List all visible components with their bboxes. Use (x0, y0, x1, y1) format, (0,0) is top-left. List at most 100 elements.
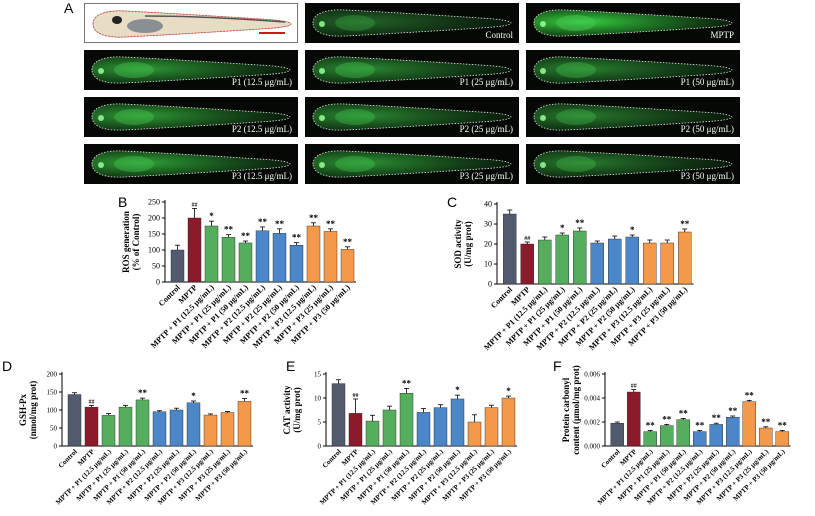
panel-letter-d: D (2, 358, 13, 374)
y-tick-label: 250 (148, 198, 160, 207)
bar (382, 409, 397, 447)
bar (625, 236, 639, 285)
bar (135, 399, 150, 447)
y-tick-label: 150 (47, 389, 58, 397)
significance-label: ** (646, 420, 656, 430)
y-tick-label: 200 (148, 214, 160, 223)
significance-label: ** (343, 237, 353, 247)
bar (272, 233, 287, 283)
zebrafish-figure (91, 56, 291, 84)
significance-label: ** (662, 414, 672, 424)
y-tick-label: 40 (484, 200, 492, 209)
bar (101, 415, 116, 447)
y-tick-label: 0 (318, 443, 322, 451)
bar (186, 402, 201, 447)
bar (152, 411, 167, 447)
panel-letter-c: C (447, 194, 458, 210)
bar (331, 383, 346, 447)
bar (84, 406, 99, 447)
y-axis-title: (U/mg prot) (463, 221, 473, 267)
image-label: P1 (25 μg/mL) (459, 77, 513, 87)
y-tick-label: 150 (148, 230, 160, 239)
y-tick-label: 0 (488, 280, 492, 289)
x-tick-label: Control (57, 448, 79, 470)
bar (255, 230, 270, 283)
y-tick-label: 10 (484, 260, 492, 269)
significance-label: ** (745, 390, 755, 400)
bar (538, 239, 552, 285)
y-axis-title: content (μmol/mg prot) (571, 365, 581, 454)
y-tick-label: 0.002 (584, 419, 600, 427)
bar (503, 213, 517, 285)
zebrafish-figure (312, 150, 512, 178)
bar (306, 225, 321, 283)
y-tick-label: 0.006 (584, 371, 600, 379)
y-axis-title: ROS generation (121, 211, 131, 273)
bar (416, 412, 431, 447)
bar (238, 242, 253, 283)
bar (323, 231, 338, 283)
panel-letter-e: E (286, 358, 296, 374)
bar (726, 417, 740, 447)
bar (775, 431, 789, 447)
image-label: Control (485, 30, 513, 40)
bar (676, 419, 690, 447)
significance-label: ** (712, 413, 722, 423)
bar (67, 394, 82, 447)
bar (742, 401, 756, 447)
y-tick-label: 0.000 (584, 443, 600, 451)
significance-label: ** (240, 388, 250, 398)
significance-label: ** (402, 378, 412, 388)
y-tick-label: 50 (152, 262, 160, 271)
y-axis-title: (U/mg prot) (292, 387, 302, 433)
significance-label: ** (326, 219, 336, 229)
zebrafish-figure (92, 10, 292, 38)
bar (433, 407, 448, 447)
y-tick-label: 10 (314, 395, 322, 403)
x-tick-label: Control (489, 285, 515, 311)
zebrafish-figure (91, 150, 291, 178)
y-tick-label: 15 (314, 371, 322, 379)
fluorescence-image: P3 (25 μg/mL) (305, 144, 519, 184)
significance-label: ** (778, 420, 788, 430)
significance-label: ** (224, 225, 234, 235)
significance-label: ** (575, 218, 585, 228)
bar (643, 242, 657, 285)
bar (467, 421, 482, 447)
bar (187, 217, 202, 283)
significance-label: ** (258, 217, 268, 227)
bar (484, 407, 499, 447)
protein-carbonyl-chart: 0.000 0.002 0.004 0.006 Protein carbonyl cont… (561, 365, 791, 506)
zebrafish-figure (91, 103, 291, 131)
significance-label: ** (761, 417, 771, 427)
bar (169, 409, 184, 447)
significance-label: ** (728, 406, 738, 416)
fluorescence-image: P1 (50 μg/mL) (526, 50, 740, 90)
x-tick-label: Control (321, 448, 343, 470)
sod-chart: 0 10 20 30 40 SOD activity (U/mg prot) Control #… (453, 200, 694, 352)
y-tick-label: 0 (54, 443, 58, 451)
image-label: P3 (50 μg/mL) (680, 171, 734, 181)
significance-label: ## (631, 384, 637, 390)
image-label: P2 (50 μg/mL) (680, 124, 734, 134)
y-tick-label: 0.004 (584, 395, 600, 403)
bar (643, 431, 657, 447)
y-tick-label: 200 (47, 371, 58, 379)
significance-label: ** (309, 213, 319, 223)
significance-label: ## (524, 236, 530, 242)
y-tick-label: 100 (47, 407, 58, 415)
fluorescence-image: P3 (50 μg/mL) (526, 144, 740, 184)
significance-label: ** (292, 233, 302, 243)
y-axis-title: GSH-Px (18, 394, 28, 427)
y-tick-label: 100 (148, 246, 160, 255)
significance-label: ## (353, 393, 359, 399)
fluorescence-image: P1 (12.5 μg/mL) (84, 50, 298, 90)
y-axis-title: (% of Control) (131, 214, 141, 271)
bar (608, 238, 622, 285)
y-axis-title: SOD activity (453, 219, 463, 269)
fluorescence-image: MPTP (526, 3, 740, 43)
bar (170, 249, 185, 283)
image-label: P2 (25 μg/mL) (459, 124, 513, 134)
bar (289, 245, 304, 283)
